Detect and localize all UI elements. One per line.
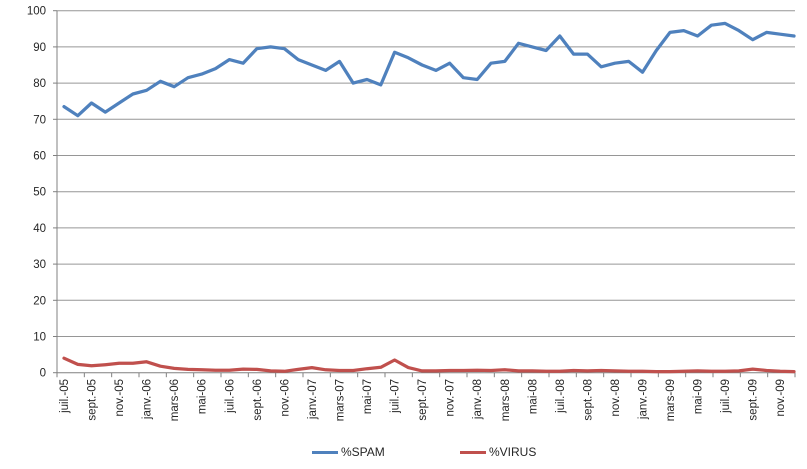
x-axis-label: nov.-07 [445,379,457,417]
y-axis-label: 30 [33,259,46,271]
y-axis-label: 40 [33,223,46,235]
virus-line-swatch [460,450,486,454]
x-axis-label: sept.-07 [417,379,429,421]
y-axis-label: 60 [33,151,46,163]
spam-series-line [62,21,796,118]
x-axis-label: janv.-09 [637,379,649,420]
x-axis-label: juil.-05 [59,379,71,414]
y-axis-label: 0 [40,368,46,380]
x-axis-label: nov.-08 [610,379,622,417]
y-axis-label: 100 [27,6,46,18]
x-axis-label: juil.-06 [224,379,236,414]
y-axis-label: 20 [33,295,46,307]
x-axis-label: nov.-06 [279,379,291,417]
y-axis-label: 80 [33,78,46,90]
x-axis-label: janv.-07 [307,379,319,420]
legend-item-spam: %SPAM [312,445,385,459]
spam-legend-label: %SPAM [341,445,385,459]
y-axis-label: 10 [33,332,46,344]
x-axis-label: mai-08 [527,379,539,414]
x-axis-label: juil.-08 [555,379,567,414]
x-axis-label: mai-06 [197,379,209,414]
x-axis-label: mars-09 [665,379,677,421]
x-axis-label: sept.-09 [748,379,760,421]
x-axis-label: juil.-09 [720,379,732,414]
virus-series-line [62,356,796,374]
y-axis-label: 70 [33,114,46,126]
virus-legend-label: %VIRUS [489,445,537,459]
spam-line-swatch [312,450,338,454]
x-axis-label: janv.-06 [142,379,154,420]
x-axis-label: sept.-05 [87,379,99,421]
x-axis-label: janv.-08 [472,379,484,420]
x-axis-label: juil.-07 [390,379,402,414]
x-axis-label: nov.-05 [114,379,126,417]
y-axis-label: 50 [33,187,46,199]
y-axis-label: 90 [33,42,46,54]
x-axis-label: nov.-09 [775,379,787,417]
x-axis-label: mars-07 [334,379,346,421]
x-axis-label: sept.-08 [582,379,594,421]
legend-item-virus: %VIRUS [460,445,536,459]
x-axis-label: mars-08 [500,379,512,421]
x-axis-label: mars-06 [169,379,181,421]
x-axis-label: mai-07 [362,379,374,414]
x-axis-label: sept.-06 [252,379,264,421]
x-axis-label: mai-09 [693,379,705,414]
